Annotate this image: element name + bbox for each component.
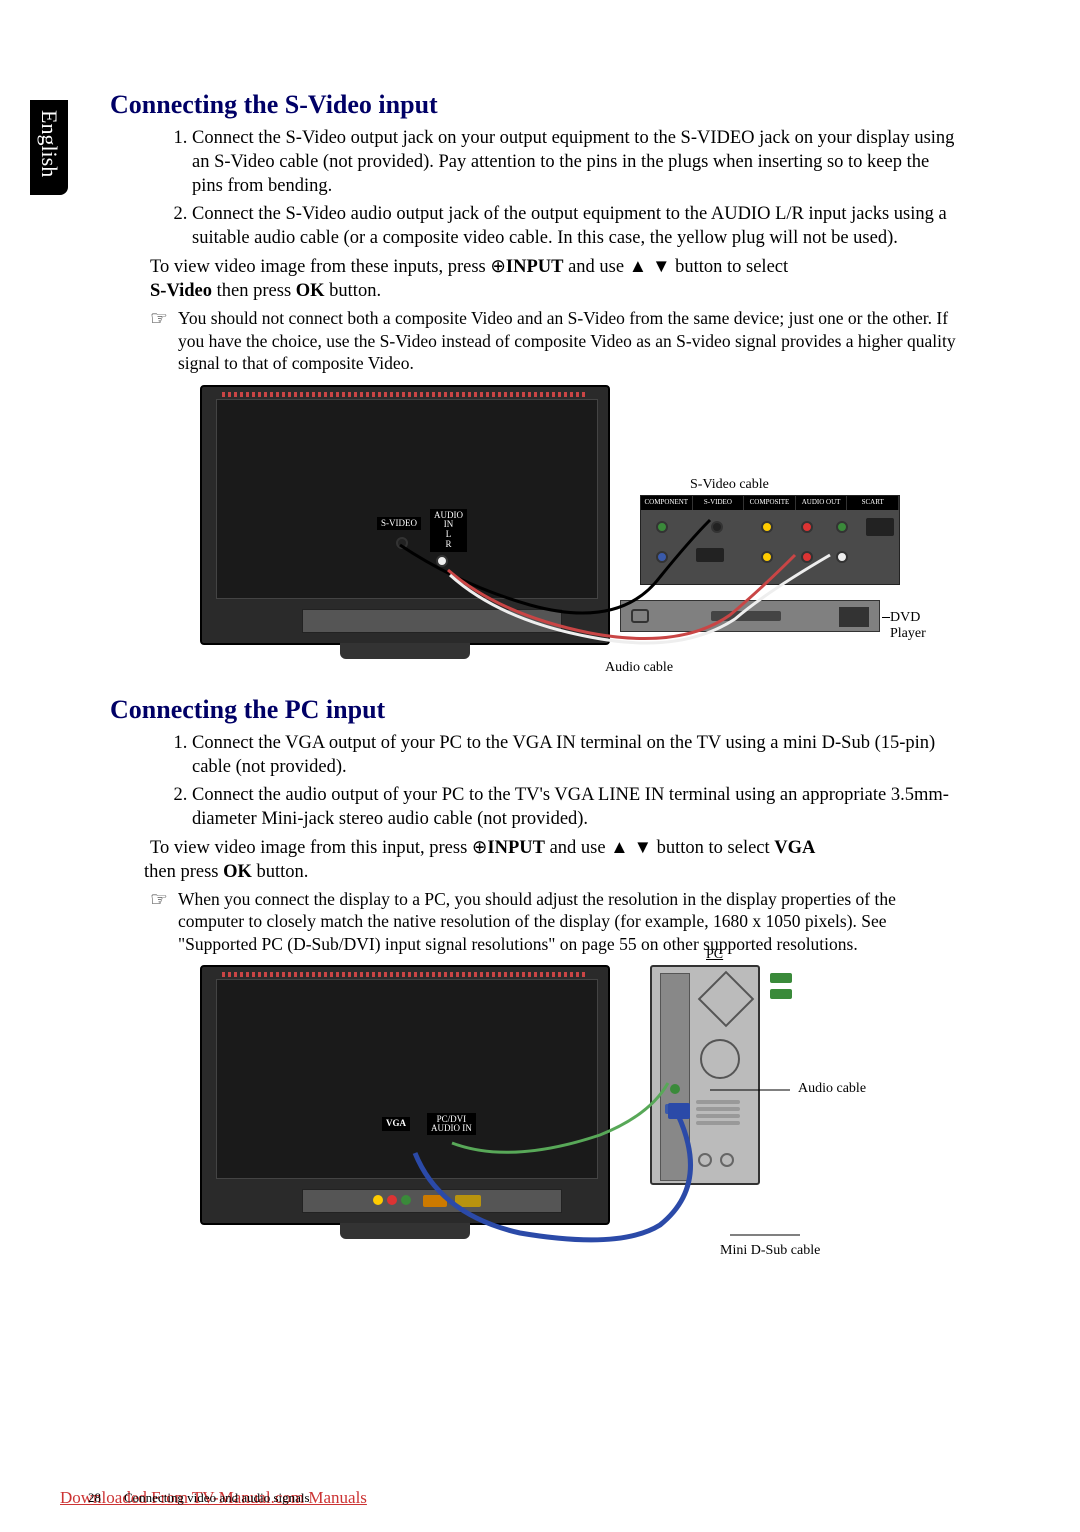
label-audio-cable-2: Audio cable xyxy=(798,1081,866,1097)
label-audio-cable: Audio cable xyxy=(605,660,673,676)
pc-step-2: Connect the audio output of your PC to t… xyxy=(192,783,960,831)
svideo-view-instruction: To view video image from these inputs, p… xyxy=(150,254,960,303)
note-icon: ☞ xyxy=(150,888,178,955)
pc-tower xyxy=(650,965,760,1185)
diagram-svideo: S-VIDEO AUDIO IN L R COMPONENT S-VIDEO C… xyxy=(200,385,900,685)
heading-svideo: Connecting the S-Video input xyxy=(110,90,960,120)
label-dsub-cable: Mini D-Sub cable xyxy=(720,1243,820,1259)
panel-headers: COMPONENT S-VIDEO COMPOSITE AUDIO OUT SC… xyxy=(641,496,899,510)
page-number: 28 xyxy=(88,1490,101,1506)
pc-note: ☞ When you connect the display to a PC, … xyxy=(150,888,960,955)
port-audioin-label: PC/DVI AUDIO IN xyxy=(427,1113,476,1135)
label-pc: PC xyxy=(706,947,723,963)
device-rear-panel: COMPONENT S-VIDEO COMPOSITE AUDIO OUT SC… xyxy=(640,495,900,585)
section-svideo: Connecting the S-Video input Connect the… xyxy=(110,90,960,375)
svideo-note: ☞ You should not connect both a composit… xyxy=(150,307,960,374)
pc-view-instruction: To view video image from this input, pre… xyxy=(150,835,960,884)
svideo-step-2: Connect the S-Video audio output jack of… xyxy=(192,202,960,250)
label-svideo-cable: S-Video cable xyxy=(690,477,769,493)
svideo-note-text: You should not connect both a composite … xyxy=(178,307,960,374)
section-pc: Connecting the PC input Connect the VGA … xyxy=(110,695,960,955)
dvd-player xyxy=(620,600,880,632)
pc-note-text: When you connect the display to a PC, yo… xyxy=(178,888,960,955)
pc-step-1: Connect the VGA output of your PC to the… xyxy=(192,731,960,779)
page-section-title: Connecting video and audio signals xyxy=(124,1490,310,1506)
port-vga-label: VGA xyxy=(382,1117,410,1131)
label-dvd-player: DVD Player xyxy=(890,610,926,642)
svideo-step-1: Connect the S-Video output jack on your … xyxy=(192,126,960,198)
port-svideo-label: S-VIDEO xyxy=(377,517,421,531)
tv-monitor-2: VGA PC/DVI AUDIO IN xyxy=(200,965,610,1225)
note-icon: ☞ xyxy=(150,307,178,374)
port-audio-label: AUDIO IN L R xyxy=(430,509,467,553)
page-content: Connecting the S-Video input Connect the… xyxy=(0,0,1080,1315)
heading-pc: Connecting the PC input xyxy=(110,695,960,725)
svideo-steps: Connect the S-Video output jack on your … xyxy=(170,126,960,250)
tv-monitor: S-VIDEO AUDIO IN L R xyxy=(200,385,610,645)
pc-steps: Connect the VGA output of your PC to the… xyxy=(170,731,960,831)
diagram-pc: VGA PC/DVI AUDIO IN xyxy=(200,965,900,1265)
